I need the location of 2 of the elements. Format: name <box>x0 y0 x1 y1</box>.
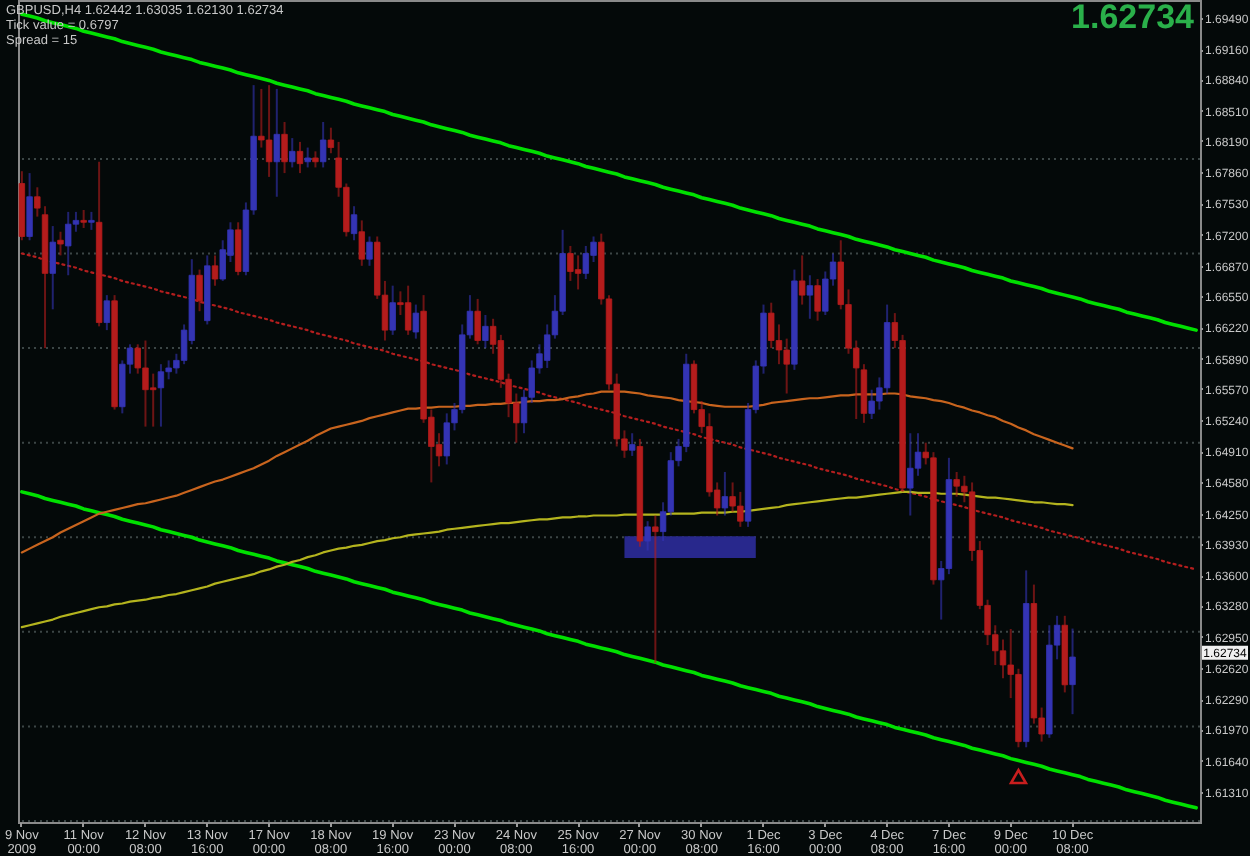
line-series <box>20 490 1198 810</box>
annotation: 1.62734 <box>1071 0 1196 36</box>
